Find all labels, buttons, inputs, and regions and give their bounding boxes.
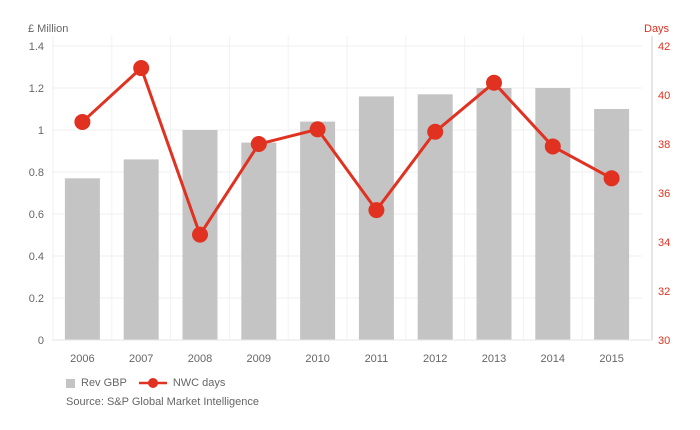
point-nwc-2015 [603,170,620,187]
legend-rev-gbp: Rev GBP [81,377,127,389]
legend-line-swatch [138,378,167,388]
point-nwc-2011 [368,202,385,219]
legend-bar-swatch [66,378,75,388]
left-axis-title: £ Million [28,23,68,35]
left-tick-label: 0.8 [29,167,44,179]
right-tick-label: 30 [658,335,670,347]
bar-rev-2006 [64,178,100,340]
left-tick-label: 0.4 [29,251,44,263]
point-nwc-2009 [250,136,267,152]
left-tick-label: 1.2 [29,83,44,95]
x-tick-label: 2009 [247,353,271,365]
right-tick-label: 34 [658,237,670,249]
bar-rev-2014 [535,88,571,340]
right-tick-label: 40 [658,90,670,102]
point-nwc-2007 [133,60,150,77]
right-tick-label: 36 [658,188,670,200]
right-axis-title: Days [644,23,670,35]
left-tick-label: 1.4 [29,41,44,53]
bar-rev-2009 [241,142,277,340]
bar-rev-2010 [300,121,336,340]
right-tick-label: 32 [658,286,670,298]
x-tick-label: 2011 [365,353,389,365]
bar-rev-2007 [123,159,159,340]
x-tick-label: 2013 [482,353,506,365]
point-nwc-2008 [192,226,208,243]
point-nwc-2013 [486,74,502,91]
x-tick-label: 2007 [129,353,153,365]
point-nwc-2012 [427,123,444,140]
bar-rev-2015 [594,109,630,340]
point-nwc-2006 [74,113,91,130]
x-tick-label: 2012 [423,353,447,365]
x-tick-label: 2006 [70,353,94,365]
left-tick-label: 1 [38,125,44,137]
x-tick-label: 2008 [188,353,212,365]
right-tick-label: 42 [658,41,670,53]
x-tick-label: 2015 [599,353,623,365]
left-tick-label: 0 [38,335,44,347]
right-tick-label: 38 [658,139,670,151]
point-nwc-2014 [544,138,561,155]
source-note: Source: S&P Global Market Intelligence [66,396,260,408]
left-tick-label: 0.6 [29,209,44,221]
nwc-days-line [81,65,613,239]
point-nwc-2010 [309,121,326,138]
x-tick-label: 2010 [305,353,329,365]
legend: Rev GBP NWC days [66,377,225,389]
bar-rev-2011 [358,96,394,341]
left-tick-label: 0.2 [29,293,44,305]
bar-rev-2013 [476,88,512,340]
x-tick-label: 2014 [541,353,565,365]
legend-nwc-days: NWC days [172,377,226,389]
